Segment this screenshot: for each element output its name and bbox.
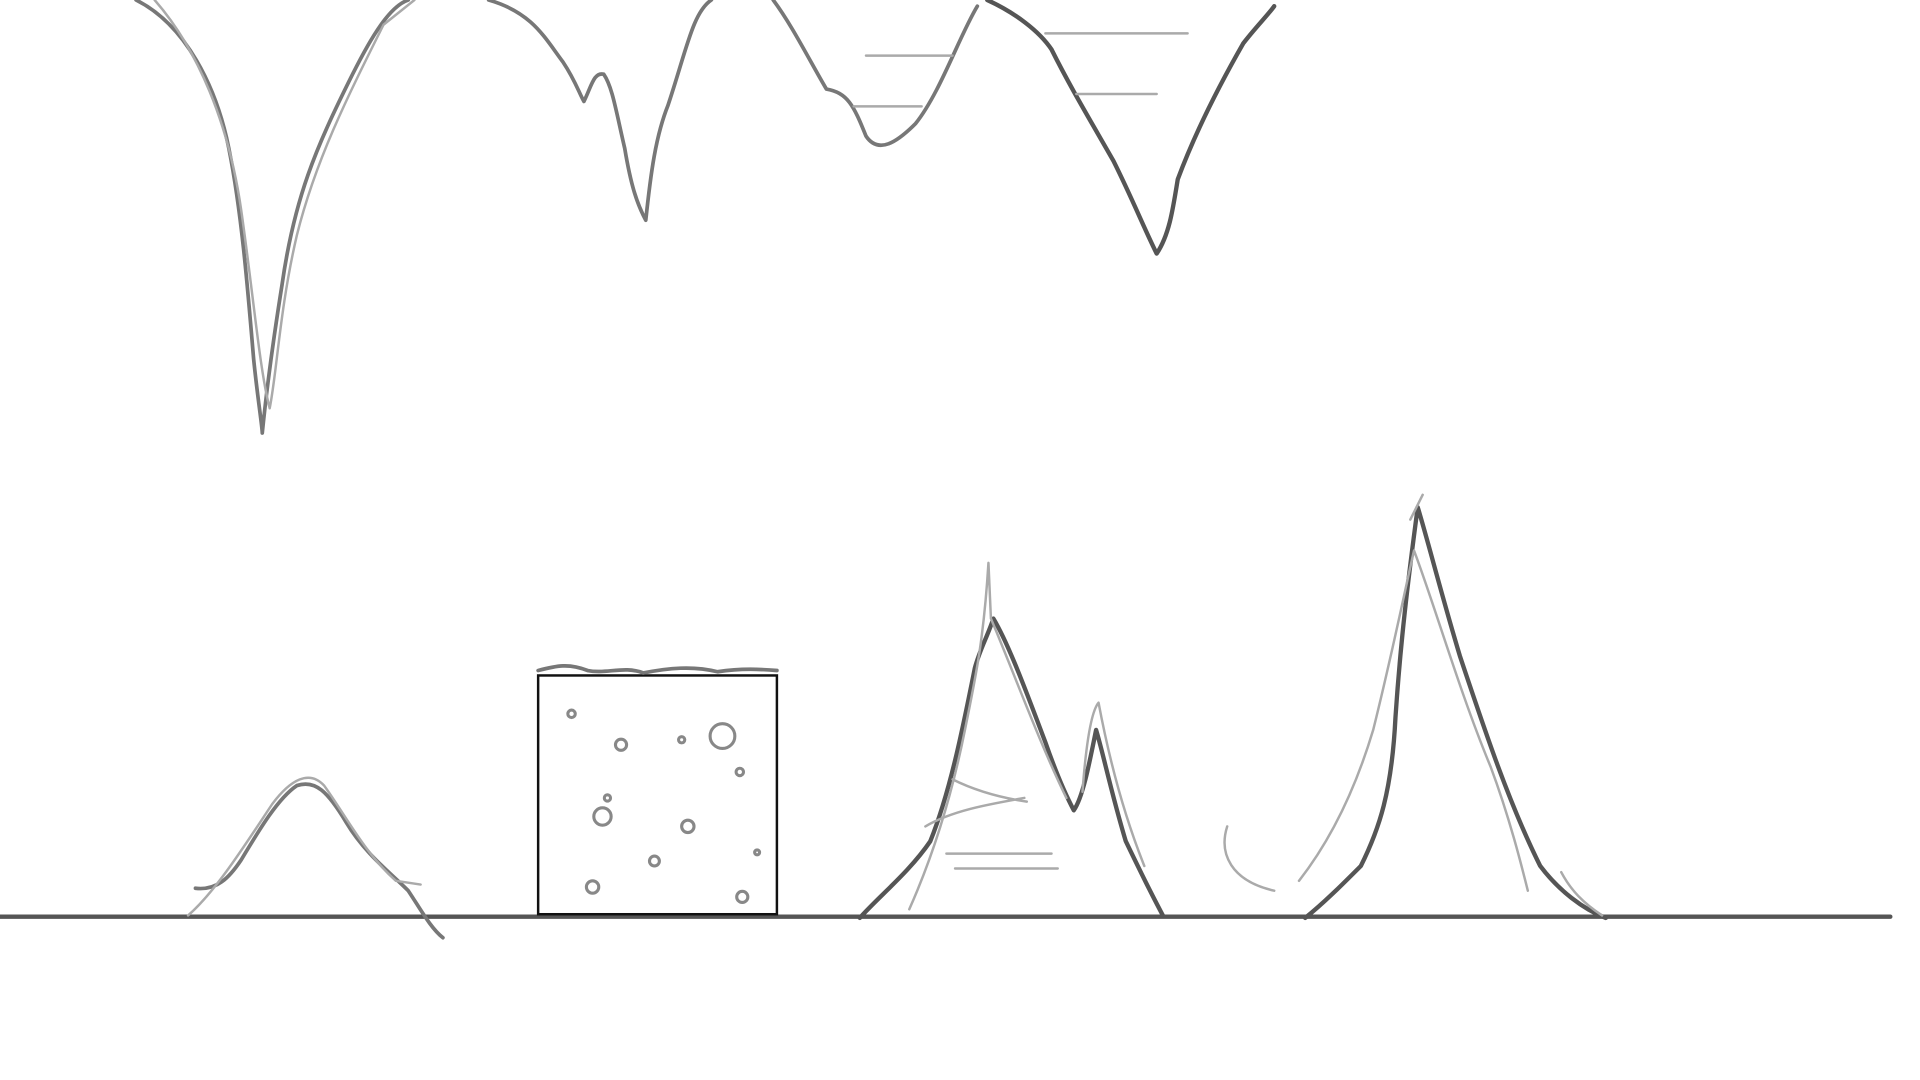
- mound: [186, 776, 445, 940]
- stalactite: [486, 0, 714, 223]
- pebble: [734, 766, 746, 778]
- pebble: [735, 889, 750, 905]
- hatch: [1223, 825, 1276, 892]
- stalagmites: [857, 493, 1608, 921]
- pebble: [680, 818, 696, 835]
- pebble: [753, 848, 762, 857]
- pebble: [602, 793, 613, 803]
- stalactite: [771, 0, 980, 148]
- stalactites: [134, 0, 1277, 435]
- block-top: [536, 664, 779, 675]
- block-outline: [536, 674, 779, 916]
- pebble: [566, 708, 577, 720]
- stalactite-sketch: [153, 0, 416, 410]
- stalagmite: [1302, 505, 1608, 921]
- pebble: [584, 879, 601, 895]
- stalagmite-sketch: [1297, 493, 1604, 917]
- pebble: [592, 806, 613, 827]
- mound-sketch: [186, 776, 422, 917]
- mound-outline: [193, 782, 445, 940]
- pebble: [708, 722, 737, 750]
- hatch: [852, 32, 1189, 108]
- stalactite: [985, 0, 1277, 256]
- stalactite: [134, 0, 411, 435]
- stalagmite-sketch: [908, 561, 1146, 911]
- hatch: [924, 778, 1059, 870]
- pebble: [677, 735, 687, 745]
- pebble: [613, 737, 629, 752]
- pebble: [647, 854, 661, 868]
- stalagmite: [857, 616, 1166, 921]
- block: [536, 664, 779, 916]
